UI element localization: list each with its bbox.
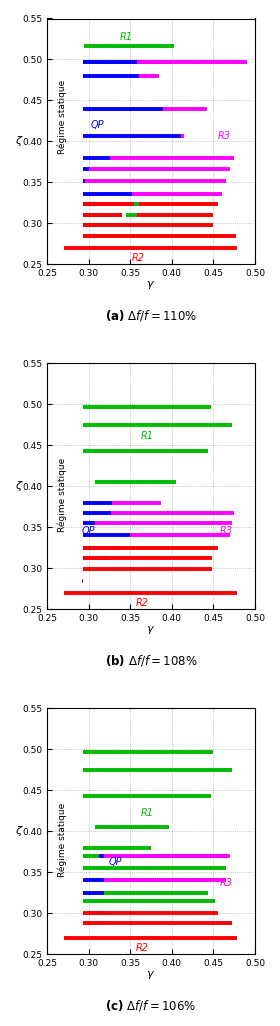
Text: R1: R1 — [140, 431, 153, 440]
Text: R3: R3 — [220, 878, 233, 887]
Text: R3: R3 — [219, 526, 232, 537]
Text: (c) $\Delta f/f = 106\%$: (c) $\Delta f/f = 106\%$ — [105, 998, 197, 1014]
Text: (a) $\Delta f/f = 110\%$: (a) $\Delta f/f = 110\%$ — [105, 309, 197, 323]
Y-axis label: $\zeta$: $\zeta$ — [15, 479, 24, 494]
X-axis label: $\gamma$: $\gamma$ — [146, 625, 155, 636]
Text: QP: QP — [108, 857, 122, 867]
X-axis label: $\gamma$: $\gamma$ — [146, 970, 155, 982]
Y-axis label: $\zeta$: $\zeta$ — [15, 134, 24, 149]
Text: R2: R2 — [136, 943, 149, 952]
Text: QP: QP — [90, 120, 104, 130]
Y-axis label: $\zeta$: $\zeta$ — [15, 824, 24, 838]
X-axis label: $\gamma$: $\gamma$ — [146, 279, 155, 291]
Text: Régime statique: Régime statique — [57, 802, 67, 876]
Text: Régime statique: Régime statique — [57, 458, 67, 531]
Text: R1: R1 — [120, 33, 132, 42]
Text: (b) $\Delta f/f = 108\%$: (b) $\Delta f/f = 108\%$ — [104, 654, 197, 669]
Text: Régime statique: Régime statique — [57, 80, 67, 154]
Text: QP: QP — [82, 526, 95, 537]
Text: R3: R3 — [218, 130, 231, 141]
Text: R2: R2 — [136, 598, 149, 607]
Text: R2: R2 — [132, 252, 145, 263]
Text: R1: R1 — [140, 808, 153, 819]
